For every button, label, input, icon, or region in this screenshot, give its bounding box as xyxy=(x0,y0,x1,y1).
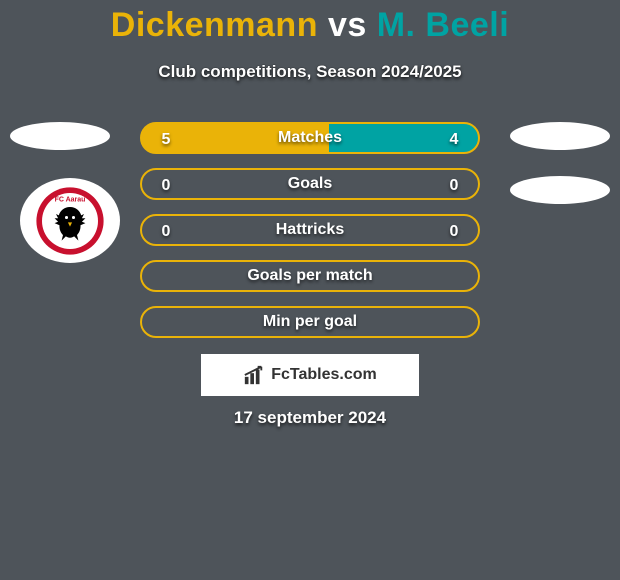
title-right-name: M. Beeli xyxy=(377,6,509,44)
comparison-card: Dickenmann vs M. Beeli Club competitions… xyxy=(0,0,620,580)
stats-value-right xyxy=(434,262,474,294)
stats-row: 5 Matches 4 xyxy=(140,122,480,154)
stats-row: Min per goal xyxy=(140,306,480,338)
stats-label: Min per goal xyxy=(263,313,357,331)
stats-value-right: 4 xyxy=(434,124,474,156)
page-title: Dickenmann vs M. Beeli xyxy=(0,6,620,45)
title-vs: vs xyxy=(328,6,367,44)
stats-value-left: 0 xyxy=(146,216,186,248)
stats-value-left: 0 xyxy=(146,170,186,202)
player-avatar-right xyxy=(510,122,610,150)
stats-label: Goals per match xyxy=(247,267,372,285)
stats-value-left: 5 xyxy=(146,124,186,156)
stats-value-right: 0 xyxy=(434,216,474,248)
fc-aarau-crest-icon: FC Aarau xyxy=(35,186,105,256)
player-avatar-left xyxy=(10,122,110,150)
stats-row: 0 Goals 0 xyxy=(140,168,480,200)
attribution-text: FcTables.com xyxy=(271,366,377,384)
subtitle: Club competitions, Season 2024/2025 xyxy=(0,62,620,82)
stats-value-right xyxy=(434,308,474,340)
datestamp: 17 september 2024 xyxy=(0,408,620,428)
svg-text:FC Aarau: FC Aarau xyxy=(55,196,86,203)
stats-value-right: 0 xyxy=(434,170,474,202)
attribution-box: FcTables.com xyxy=(201,354,419,396)
stats-row: 0 Hattricks 0 xyxy=(140,214,480,246)
club-badge-left: FC Aarau xyxy=(20,178,120,263)
stats-label: Matches xyxy=(278,129,342,147)
stats-label: Hattricks xyxy=(276,221,344,239)
stats-value-left xyxy=(146,308,186,340)
stats-row: Goals per match xyxy=(140,260,480,292)
club-avatar-right xyxy=(510,176,610,204)
stats-label: Goals xyxy=(288,175,332,193)
bar-chart-icon xyxy=(243,364,265,386)
stats-value-left xyxy=(146,262,186,294)
title-left-name: Dickenmann xyxy=(111,6,318,44)
